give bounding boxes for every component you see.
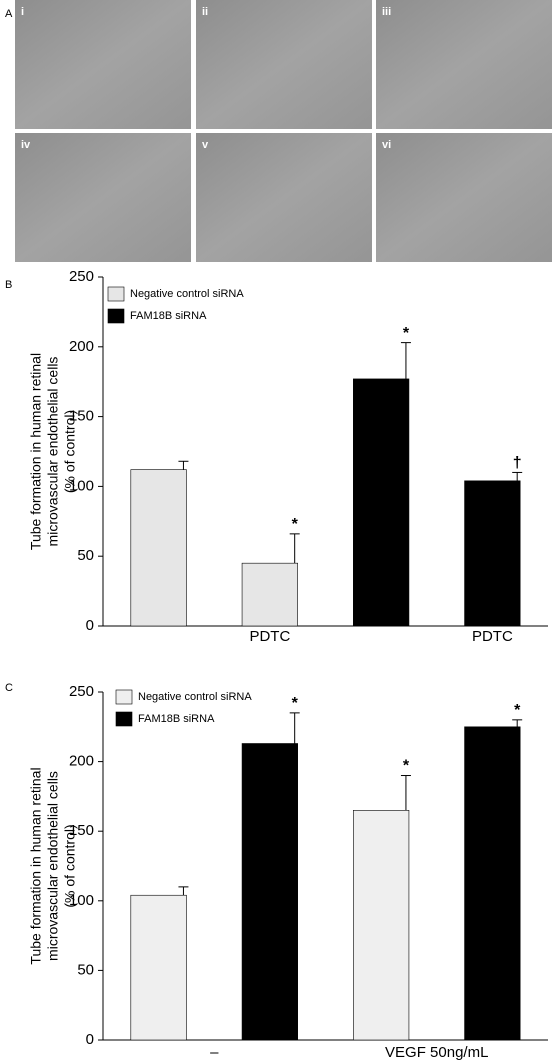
bar xyxy=(353,378,410,627)
y-axis-label: Tube formation in human retinal xyxy=(28,767,44,964)
y-tick-label: 50 xyxy=(77,547,94,564)
micrograph xyxy=(15,133,191,262)
panel-label: A xyxy=(5,8,13,20)
x-tick-label: VEGF 50ng/mL xyxy=(385,1044,488,1061)
y-tick-label: 250 xyxy=(69,268,94,285)
bar xyxy=(241,743,298,1041)
micrograph xyxy=(376,0,552,129)
bar xyxy=(353,810,410,1041)
y-axis-label: microvascular endothelial cells xyxy=(45,771,61,961)
y-tick-label: 0 xyxy=(86,617,94,634)
legend-swatch xyxy=(115,711,133,727)
x-tick-label: PDTC xyxy=(249,628,290,645)
y-axis-label: (% of control) xyxy=(62,824,78,907)
y-tick-label: 200 xyxy=(69,753,94,770)
legend-label: FAM18B siRNA xyxy=(138,713,215,725)
bar xyxy=(241,562,298,627)
image-label: iii xyxy=(382,6,391,18)
bar xyxy=(130,469,187,627)
y-tick-label: 150 xyxy=(69,408,94,425)
legend-swatch xyxy=(115,689,133,705)
significance-marker: * xyxy=(292,695,299,712)
y-tick-label: 100 xyxy=(69,477,94,494)
micrograph xyxy=(196,133,372,262)
legend-swatch xyxy=(107,286,125,302)
significance-marker: * xyxy=(292,516,299,533)
significance-marker: * xyxy=(403,325,410,342)
significance-marker: * xyxy=(514,702,521,719)
y-tick-label: 250 xyxy=(69,683,94,700)
legend-label: FAM18B siRNA xyxy=(130,310,207,322)
micrograph xyxy=(376,133,552,262)
image-label: iv xyxy=(21,139,31,151)
image-label: ii xyxy=(202,6,208,18)
y-axis-label: Tube formation in human retinal xyxy=(28,353,44,550)
panel-label: C xyxy=(5,682,13,694)
y-axis-label: microvascular endothelial cells xyxy=(45,357,61,547)
x-tick-label: – xyxy=(210,1044,219,1061)
y-axis-label: (% of control) xyxy=(62,410,78,493)
x-tick-label: PDTC xyxy=(472,628,513,645)
image-label: vi xyxy=(382,139,391,151)
micrograph xyxy=(15,0,191,129)
significance-marker: * xyxy=(403,758,410,775)
bar xyxy=(130,894,187,1041)
y-tick-label: 150 xyxy=(69,822,94,839)
legend-label: Negative control siRNA xyxy=(138,691,252,703)
y-tick-label: 50 xyxy=(77,961,94,978)
bar xyxy=(464,726,521,1041)
y-tick-label: 0 xyxy=(86,1031,94,1048)
bar xyxy=(464,480,521,627)
panel-label: B xyxy=(5,279,12,291)
image-label: i xyxy=(21,6,24,18)
micrograph xyxy=(196,0,372,129)
y-tick-label: 100 xyxy=(69,892,94,909)
image-label: v xyxy=(202,139,209,151)
legend-label: Negative control siRNA xyxy=(130,288,244,300)
significance-marker: † xyxy=(513,455,522,472)
legend-swatch xyxy=(107,308,125,324)
y-tick-label: 200 xyxy=(69,338,94,355)
